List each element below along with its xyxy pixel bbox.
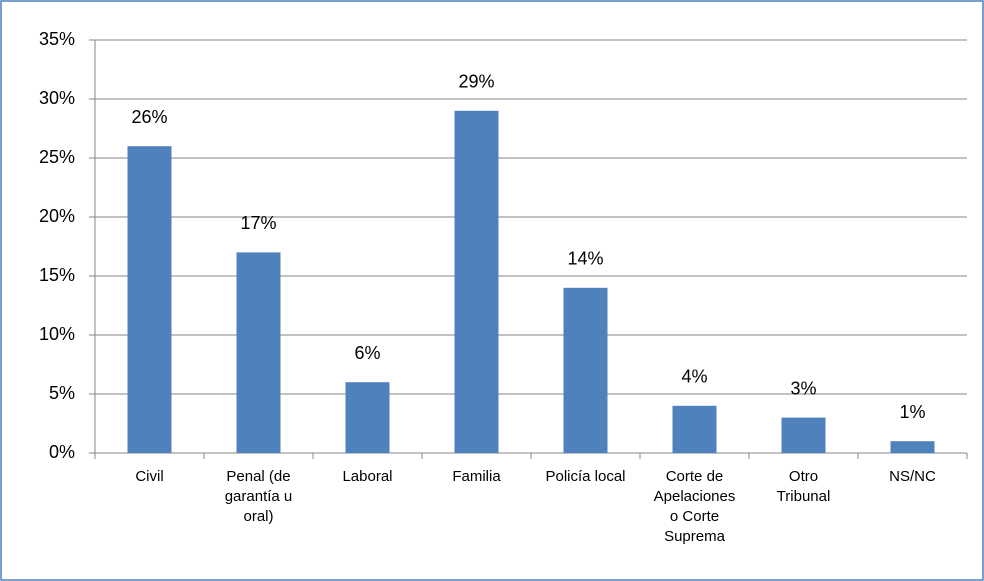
- data-label: 26%: [131, 107, 167, 127]
- x-tick-label: Penal (de garantía u oral): [224, 468, 293, 525]
- x-tick-label: Familia: [452, 468, 501, 485]
- y-tick-label: 0%: [49, 442, 75, 462]
- bar: [454, 110, 499, 454]
- bar: [236, 252, 281, 453]
- data-label: 17%: [240, 213, 276, 233]
- data-label: 6%: [354, 343, 380, 363]
- data-label: 1%: [899, 402, 925, 422]
- data-label: 3%: [790, 378, 816, 398]
- y-tick-label: 15%: [39, 265, 75, 285]
- x-tick-label: NS/NC: [889, 468, 936, 485]
- x-tick-label: Otro Tribunal: [776, 468, 831, 505]
- y-tick-label: 35%: [39, 29, 75, 49]
- bar: [563, 287, 608, 453]
- bar: [672, 405, 717, 453]
- bar: [781, 417, 826, 453]
- y-tick-label: 20%: [39, 206, 75, 226]
- data-label: 14%: [567, 249, 603, 269]
- bar: [890, 441, 935, 453]
- y-tick-label: 30%: [39, 88, 75, 108]
- bar: [345, 382, 390, 453]
- x-tick-label: Civil: [135, 468, 164, 485]
- data-label: 29%: [458, 72, 494, 92]
- bar: [127, 146, 172, 453]
- y-tick-label: 5%: [49, 383, 75, 403]
- x-tick-label: Corte de Apelaciones o Corte Suprema: [653, 468, 736, 545]
- x-tick-label: Laboral: [342, 468, 393, 485]
- data-label: 4%: [681, 367, 707, 387]
- y-tick-label: 10%: [39, 324, 75, 344]
- y-tick-label: 25%: [39, 147, 75, 167]
- x-tick-label: Policía local: [545, 468, 626, 485]
